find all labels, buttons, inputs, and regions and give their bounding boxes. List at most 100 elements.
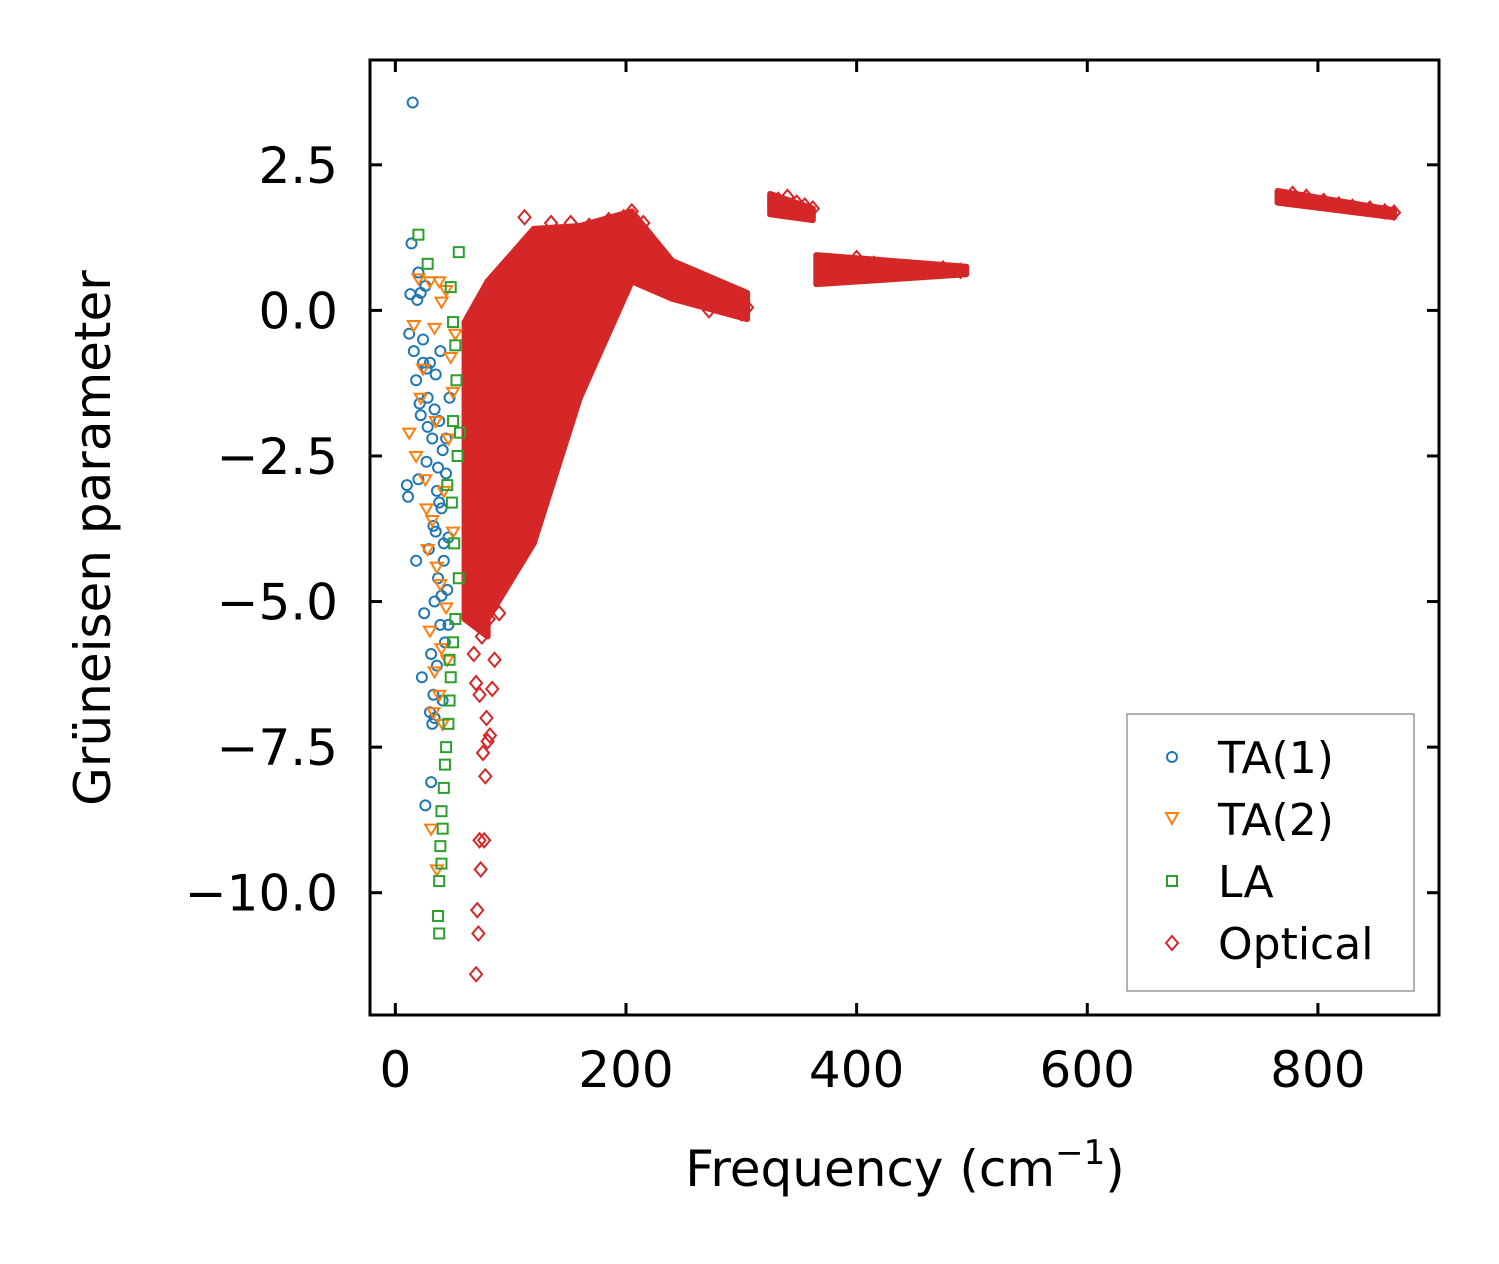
point-optical bbox=[517, 208, 532, 226]
point-optical bbox=[883, 258, 899, 276]
point-la bbox=[449, 613, 462, 626]
optical-dense-region bbox=[767, 190, 816, 224]
x-tick-label: 0 bbox=[379, 1041, 411, 1099]
point-la bbox=[437, 781, 450, 794]
point-optical bbox=[563, 214, 578, 232]
point-ta2 bbox=[442, 351, 459, 365]
point-optical bbox=[472, 686, 487, 704]
point-la bbox=[445, 496, 458, 509]
legend-marker-ta2 bbox=[1164, 812, 1180, 827]
point-ta1 bbox=[405, 237, 418, 250]
point-la bbox=[447, 316, 460, 329]
point-optical bbox=[918, 261, 934, 279]
y-tick-label: 0.0 bbox=[258, 282, 338, 340]
point-ta1 bbox=[407, 345, 420, 358]
point-ta2 bbox=[408, 450, 424, 464]
point-optical bbox=[475, 744, 491, 762]
point-ta1 bbox=[435, 589, 448, 602]
point-ta2 bbox=[422, 625, 438, 639]
point-la bbox=[433, 927, 446, 940]
point-optical bbox=[789, 194, 804, 212]
point-optical bbox=[469, 901, 485, 919]
point-ta1 bbox=[425, 776, 438, 789]
point-optical bbox=[478, 767, 493, 785]
point-ta2 bbox=[445, 526, 461, 540]
point-la bbox=[435, 805, 448, 818]
point-optical bbox=[849, 249, 864, 267]
point-ta2 bbox=[406, 319, 422, 333]
point-ta2 bbox=[423, 823, 439, 837]
point-ta1 bbox=[419, 799, 432, 812]
point-optical bbox=[1362, 199, 1378, 218]
point-optical bbox=[484, 680, 500, 698]
point-optical bbox=[805, 199, 821, 218]
legend-label-la: LA bbox=[1218, 857, 1274, 908]
point-ta2 bbox=[431, 689, 447, 703]
legend-marker-optical bbox=[1164, 934, 1180, 952]
point-la bbox=[443, 694, 456, 707]
point-ta1 bbox=[425, 647, 438, 660]
legend-entry-ta2: TA(2) bbox=[1164, 795, 1334, 846]
point-optical bbox=[473, 860, 489, 878]
point-ta1 bbox=[423, 356, 436, 369]
legend-marker-ta1 bbox=[1166, 751, 1178, 763]
point-ta2 bbox=[436, 485, 452, 499]
y-tick-label: −7.5 bbox=[217, 719, 338, 777]
point-ta1 bbox=[429, 525, 442, 538]
point-optical bbox=[1345, 198, 1360, 216]
legend-entry-optical: Optical bbox=[1164, 919, 1373, 970]
point-ta1 bbox=[417, 356, 430, 369]
point-optical bbox=[572, 371, 588, 389]
point-optical bbox=[476, 831, 492, 849]
point-ta1 bbox=[436, 444, 449, 457]
point-ta1 bbox=[433, 496, 446, 509]
point-optical bbox=[489, 581, 505, 599]
point-ta2 bbox=[429, 561, 445, 575]
point-ta2 bbox=[433, 643, 450, 657]
point-optical bbox=[624, 202, 640, 220]
point-ta1 bbox=[410, 554, 423, 567]
point-optical bbox=[701, 301, 717, 319]
point-optical bbox=[491, 604, 507, 622]
point-la bbox=[447, 636, 460, 649]
point-optical bbox=[659, 255, 674, 273]
x-tick-label: 600 bbox=[1040, 1041, 1135, 1099]
point-ta1 bbox=[434, 618, 447, 631]
legend: TA(1) TA(2) LA Optical bbox=[1126, 713, 1415, 992]
optical-dense-region bbox=[461, 278, 491, 640]
point-ta2 bbox=[432, 579, 449, 593]
point-optical bbox=[694, 278, 710, 296]
y-tick-label: −10.0 bbox=[185, 865, 338, 923]
point-la bbox=[443, 653, 456, 666]
point-optical bbox=[797, 197, 813, 215]
point-ta1 bbox=[427, 519, 440, 532]
legend-marker-la bbox=[1166, 875, 1178, 887]
point-la bbox=[434, 840, 447, 853]
point-ta2 bbox=[431, 276, 447, 290]
point-optical bbox=[1377, 202, 1393, 220]
point-optical bbox=[710, 284, 726, 302]
point-optical bbox=[468, 965, 484, 983]
point-ta1 bbox=[406, 96, 419, 109]
point-ta2 bbox=[422, 276, 438, 290]
point-optical bbox=[1285, 185, 1300, 203]
scatter-markers bbox=[400, 96, 1402, 983]
legend-entry-la: LA bbox=[1166, 857, 1274, 908]
point-la bbox=[447, 415, 460, 428]
point-ta1 bbox=[417, 333, 430, 346]
point-la bbox=[452, 246, 465, 259]
point-ta1 bbox=[430, 659, 443, 672]
x-tick-label: 200 bbox=[578, 1041, 673, 1099]
point-ta1 bbox=[429, 368, 442, 381]
point-optical bbox=[541, 429, 557, 448]
legend-label-ta1: TA(1) bbox=[1217, 733, 1334, 784]
point-optical bbox=[820, 269, 836, 287]
point-optical bbox=[935, 259, 951, 278]
x-axis-label: Frequency (cm−1) bbox=[685, 1133, 1125, 1198]
point-optical bbox=[601, 211, 617, 229]
point-optical bbox=[635, 214, 651, 232]
point-optical bbox=[471, 924, 486, 943]
point-ta1 bbox=[410, 374, 423, 387]
point-ta2 bbox=[412, 392, 429, 406]
